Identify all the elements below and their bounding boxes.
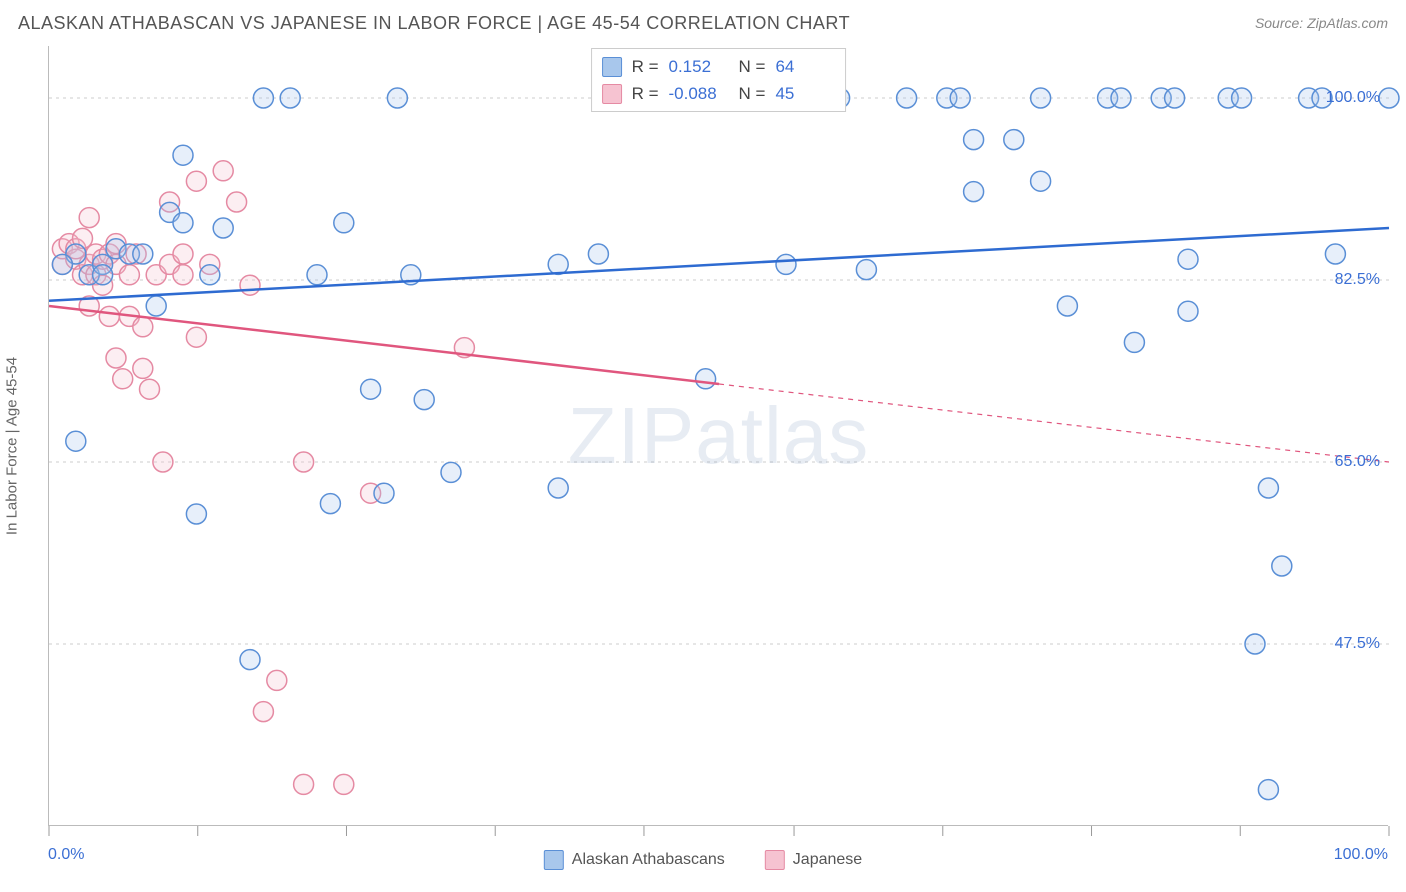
- stats-row-1: R = -0.088 N = 45: [602, 80, 836, 107]
- stats-row-0: R = 0.152 N = 64: [602, 53, 836, 80]
- y-axis-title: In Labor Force | Age 45-54: [4, 357, 21, 535]
- x-max-label: 100.0%: [1334, 846, 1388, 864]
- source-credit: Source: ZipAtlas.com: [1255, 15, 1388, 31]
- x-min-label: 0.0%: [48, 846, 84, 864]
- legend-item-0: Alaskan Athabascans: [544, 850, 725, 870]
- chart-title: ALASKAN ATHABASCAN VS JAPANESE IN LABOR …: [18, 13, 850, 34]
- stats-box: R = 0.152 N = 64 R = -0.088 N = 45: [591, 48, 847, 112]
- y-tick-label: 65.0%: [1335, 453, 1380, 471]
- y-tick-label: 100.0%: [1326, 89, 1380, 107]
- plot-area: ZIPatlas 47.5%65.0%82.5%100.0% R = 0.152…: [48, 46, 1388, 826]
- legend: Alaskan Athabascans Japanese: [544, 850, 862, 870]
- y-tick-label: 47.5%: [1335, 635, 1380, 653]
- scatter-svg: [49, 46, 1388, 825]
- legend-item-1: Japanese: [765, 850, 862, 870]
- y-tick-label: 82.5%: [1335, 271, 1380, 289]
